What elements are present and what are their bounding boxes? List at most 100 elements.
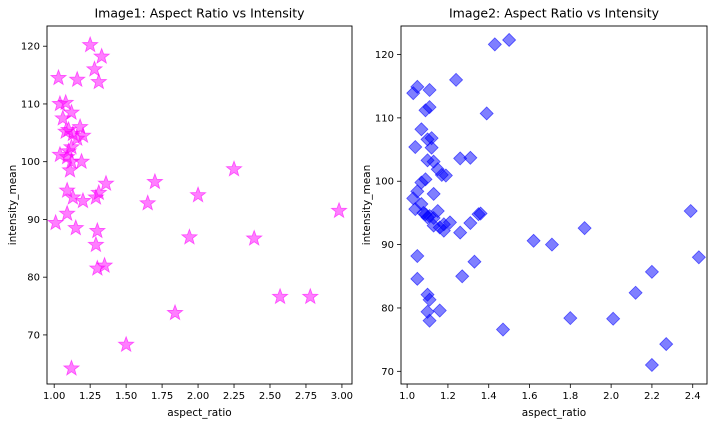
chart-right-data-point (410, 271, 425, 286)
chart-left-data-point (330, 201, 348, 219)
chart-left-data-point (54, 109, 72, 126)
chart-left-data-point (245, 229, 263, 246)
chart-right-data-point (659, 337, 674, 352)
chart-left-y-axis-label: intensity_mean (7, 165, 19, 246)
chart-right-data-point (410, 79, 425, 94)
chart-right-data-point (436, 223, 451, 238)
chart-right-x-tick-label: 2.0 (603, 391, 619, 402)
chart-left-data-point (62, 359, 81, 376)
chart-right-x-tick-label: 1.6 (522, 391, 538, 402)
chart-right-data-point (495, 322, 511, 337)
chart-right-data-point (544, 237, 560, 252)
chart-left-y-tick-label: 120 (21, 42, 40, 53)
chart-right-data-point (410, 248, 425, 264)
chart-right-y-tick-label: 100 (375, 177, 394, 188)
chart-left-data-point (92, 47, 111, 65)
chart-right-y-tick-label: 70 (381, 367, 394, 378)
chart-left-data-point (68, 70, 86, 88)
chart-left-x-tick-label: 1.50 (115, 391, 137, 402)
chart-right-data-point (430, 203, 445, 219)
chart-left-data-point (88, 221, 107, 239)
chart-right-title: Image2: Aspect Ratio vs Intensity (449, 6, 660, 21)
chart-right-data-point (422, 292, 437, 307)
chart-left-x-tick-label: 3.00 (331, 391, 353, 402)
chart-left-data-point (61, 161, 79, 178)
chart-left-x-ticks: 1.00 1.25 1.50 1.75 2.00 2.25 2.50 2.75 3.00 (43, 384, 353, 402)
chart-left-data-point (67, 218, 85, 236)
chart-right-x-tick-label: 1.0 (399, 391, 415, 402)
chart-left-data-point (58, 181, 76, 198)
chart-left-data-point (225, 160, 243, 177)
chart-right-data-point (414, 122, 429, 137)
chart-left-data-point (117, 335, 135, 353)
chart-right-data-point (463, 150, 478, 165)
chart-left-data-point (72, 152, 91, 170)
chart-left-x-tick-label: 1.25 (79, 391, 101, 402)
chart-right-data-point (422, 313, 437, 328)
chart-right-data-point (563, 311, 578, 326)
chart-left-data-point (49, 68, 68, 86)
chart-right-data-point (487, 37, 502, 52)
chart-right-data-point (455, 269, 470, 284)
chart-right-x-tick-label: 1.8 (562, 391, 578, 402)
chart-right-data-point (683, 203, 698, 219)
chart-left-y-tick-label: 100 (21, 157, 40, 168)
chart-left-data-point (56, 93, 75, 111)
chart-right-y-axis-label: intensity_mean (361, 165, 373, 246)
chart-left-data-point (74, 191, 92, 209)
chart-right-data-point (449, 72, 464, 87)
chart-right-x-tick-label: 2.2 (644, 391, 660, 402)
chart-left-y-tick-label: 70 (27, 330, 40, 341)
chart-right-data-point (577, 221, 592, 236)
chart-left-data-point (81, 35, 99, 53)
chart-left-points (46, 35, 348, 376)
chart-right-data-point (502, 32, 517, 48)
chart-right-data-point (467, 254, 482, 269)
chart-right-data-point (526, 233, 541, 248)
chart-right-data-point (422, 100, 437, 115)
chart-left-data-point (271, 287, 289, 305)
chart-right-data-point (691, 250, 706, 265)
chart-right-data-point (473, 206, 488, 221)
chart-left-x-tick-label: 2.50 (259, 391, 281, 402)
chart-right-x-ticks: 1.0 1.2 1.4 1.6 1.8 2.0 2.2 2.4 (399, 384, 701, 402)
chart-left-data-point (85, 60, 104, 77)
chart-right-x-tick-label: 1.4 (481, 391, 497, 402)
chart-left-y-tick-label: 110 (21, 99, 40, 110)
chart-left-data-point (68, 129, 86, 147)
chart-left-title: Image1: Aspect Ratio vs Intensity (94, 6, 305, 21)
chart-right-data-point (628, 285, 643, 300)
chart-left-data-point (180, 228, 199, 245)
chart-right-y-tick-label: 90 (381, 240, 394, 251)
chart-right-x-tick-label: 2.4 (685, 391, 701, 402)
chart-right-y-tick-label: 80 (381, 303, 394, 314)
chart-left-data-point (301, 287, 320, 305)
chart-right: Image2: Aspect Ratio vs Intensity 1.0 1.2… (361, 6, 708, 419)
chart-left: Image1: Aspect Ratio vs Intensity 1.00 1.… (7, 6, 353, 420)
chart-right-data-point (408, 139, 423, 155)
chart-left-data-point (97, 174, 115, 192)
chart-left-data-point (46, 213, 65, 231)
chart-left-data-point (71, 117, 89, 135)
chart-left-y-tick-label: 90 (27, 215, 40, 226)
chart-right-plot-area (400, 25, 708, 385)
chart-left-data-point (90, 183, 108, 201)
chart-right-data-point (424, 140, 439, 155)
chart-left-data-point (62, 103, 81, 121)
chart-left-x-tick-label: 1.75 (151, 391, 173, 402)
chart-right-y-tick-label: 110 (375, 113, 394, 124)
chart-left-data-point (90, 72, 108, 90)
chart-left-data-point (58, 204, 76, 222)
chart-right-points (406, 32, 706, 373)
chart-right-data-point (453, 151, 468, 166)
chart-right-data-point (408, 202, 423, 217)
chart-right-y-ticks: 70 80 90 100 110 120 (375, 50, 401, 378)
chart-left-data-point (146, 172, 164, 190)
chart-left-y-ticks: 70 80 90 100 110 120 (21, 42, 47, 341)
chart-right-data-point (644, 357, 659, 373)
chart-left-data-point (87, 235, 105, 253)
chart-left-data-point (166, 303, 184, 321)
chart-right-data-point (453, 225, 468, 240)
chart-right-data-point (442, 215, 458, 230)
chart-left-x-tick-label: 2.00 (187, 391, 209, 402)
